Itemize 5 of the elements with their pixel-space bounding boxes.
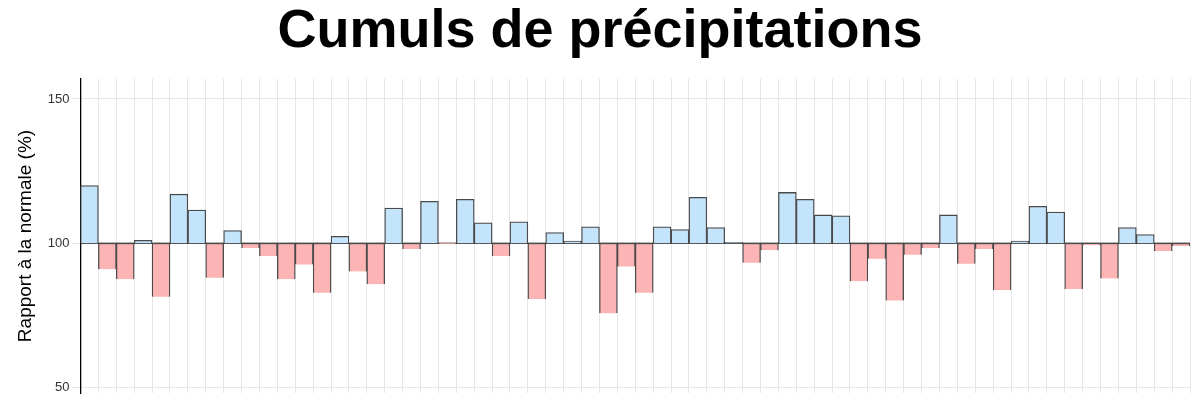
- y-tick-label: 150: [47, 90, 70, 106]
- y-axis-title: Rapport à la normale (%): [13, 129, 35, 343]
- y-tick-label: 50: [55, 379, 70, 395]
- chart-title: Cumuls de précipitations: [277, 0, 923, 59]
- y-tick-label: 100: [47, 234, 70, 250]
